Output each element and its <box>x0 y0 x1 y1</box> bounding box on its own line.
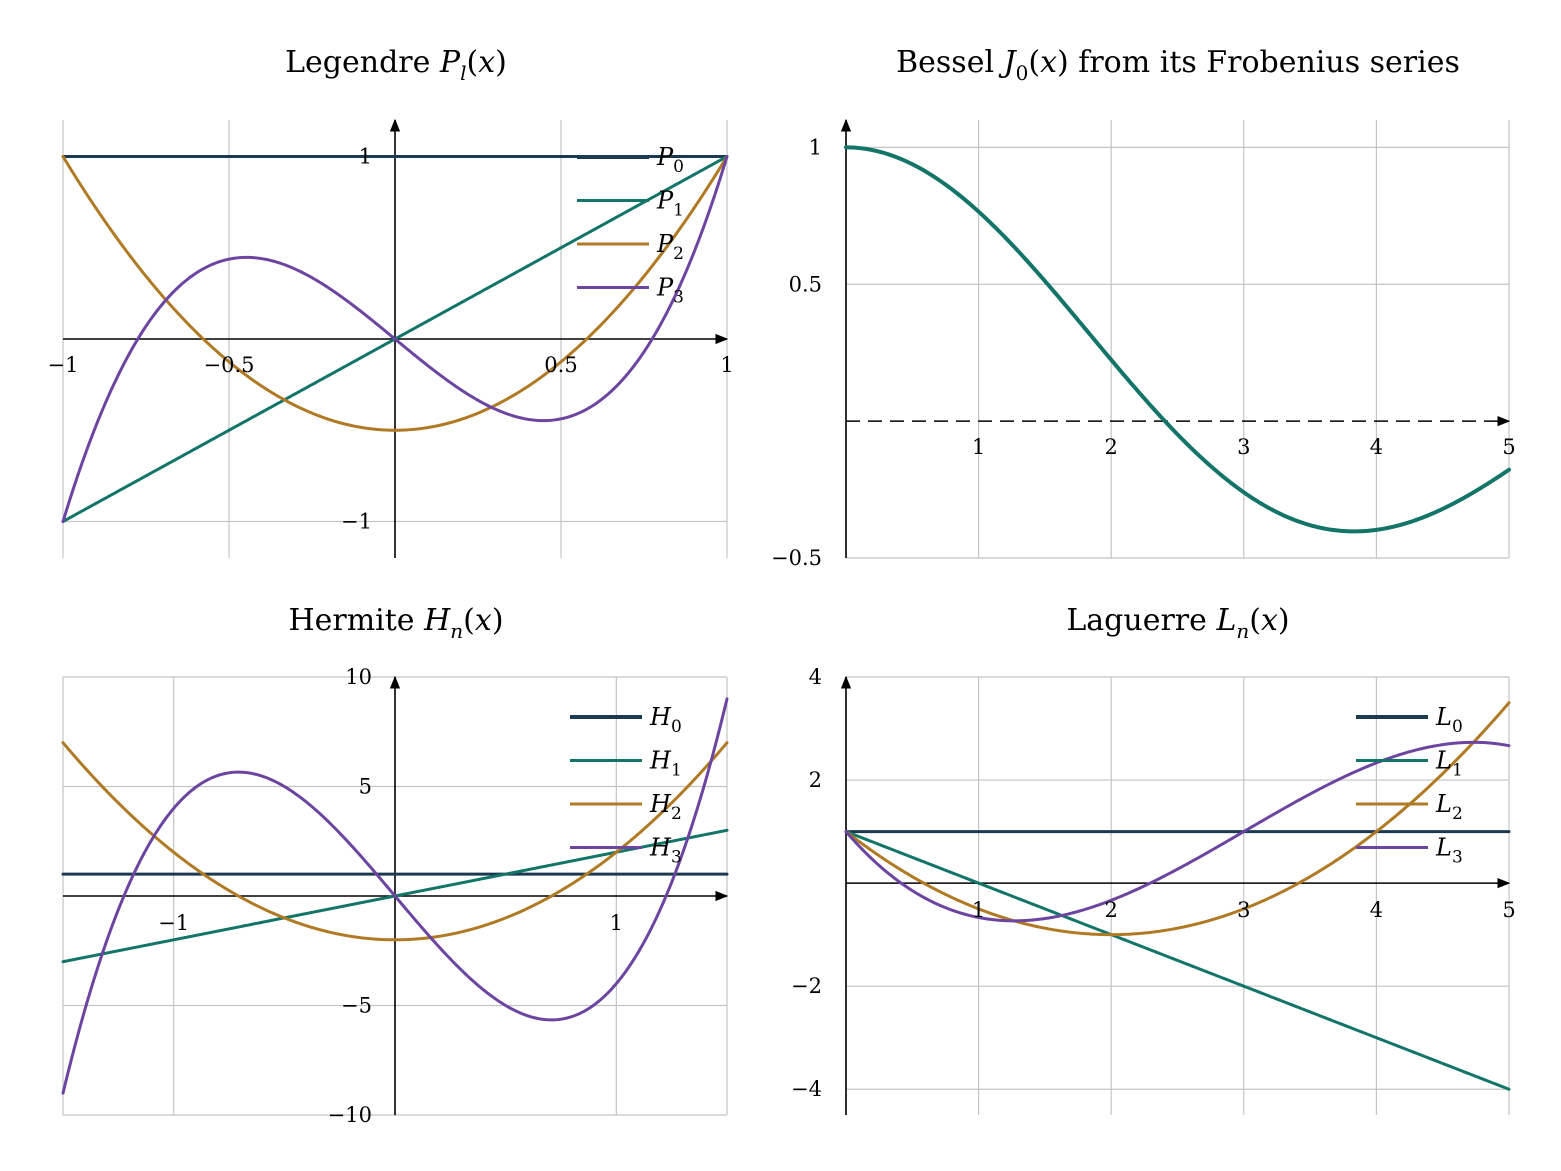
legendre-legend-entry: P0 <box>577 143 684 177</box>
hermite-panel: Hermite Hn(x) −1 1 −10 −5 5 10 H0 H1 H2 H3 <box>61 603 729 1127</box>
laguerre-y-tick-label: 4 <box>809 665 822 689</box>
legendre-y-tick-label: 1 <box>359 145 372 169</box>
bessel-y-tick-label: 1 <box>809 135 822 159</box>
hermite-legend-label: H0 <box>649 703 682 737</box>
laguerre-title: Laguerre Ln(x) <box>1066 603 1289 643</box>
hermite-legend-label: H3 <box>649 834 682 868</box>
laguerre-panel: Laguerre Ln(x) 1 2 3 4 5 −4 −2 2 4 L0 L1 L2 L3 <box>791 603 1516 1115</box>
legendre-x-tick-label: −1 <box>48 353 79 377</box>
legendre-legend-entry: P1 <box>577 187 684 221</box>
hermite-legend-entry: H3 <box>570 834 682 868</box>
laguerre-legend-entry: L0 <box>1356 703 1463 737</box>
bessel-x-tick-label: 1 <box>972 435 985 459</box>
legendre-series-p3 <box>61 155 729 523</box>
legendre-legend-label: P0 <box>656 143 684 177</box>
legendre-legend-label: P3 <box>656 274 684 308</box>
hermite-x-tick-label: −1 <box>158 911 189 935</box>
legendre-x-tick-label: −0.5 <box>204 353 255 377</box>
laguerre-series-l2 <box>844 701 1511 937</box>
laguerre-x-tick-label: 5 <box>1502 898 1515 922</box>
legendre-x-tick-label: 1 <box>720 353 733 377</box>
hermite-x-tick-label: 1 <box>610 911 623 935</box>
bessel-title: Bessel J0(x) from its Frobenius series <box>896 45 1460 85</box>
laguerre-y-tick-label: 2 <box>809 768 822 792</box>
laguerre-legend-label: L1 <box>1435 747 1463 781</box>
laguerre-series-l1 <box>844 830 1511 1091</box>
laguerre-legend-entry: L1 <box>1356 747 1463 781</box>
bessel-series-curve-0 <box>844 145 1511 534</box>
laguerre-legend-label: L3 <box>1435 834 1463 868</box>
legendre-title: Legendre Pl(x) <box>285 45 507 85</box>
bessel-y-tick-label: 0.5 <box>789 272 822 296</box>
laguerre-x-tick-label: 4 <box>1370 898 1383 922</box>
hermite-y-tick-label: 10 <box>345 665 372 689</box>
hermite-y-tick-label: −10 <box>328 1103 372 1127</box>
legendre-x-tick-label: 0.5 <box>544 353 577 377</box>
legendre-legend-entry: P2 <box>577 230 684 264</box>
bessel-x-tick-label: 2 <box>1105 435 1118 459</box>
bessel-y-tick-label: −0.5 <box>771 546 822 570</box>
hermite-y-tick-label: 5 <box>359 775 372 799</box>
laguerre-legend-label: L2 <box>1435 790 1463 824</box>
laguerre-series-l3 <box>844 740 1511 923</box>
legendre-series-p2 <box>61 155 729 432</box>
laguerre-x-tick-label: 1 <box>972 898 985 922</box>
hermite-legend-entry: H1 <box>570 747 682 781</box>
laguerre-x-tick-label: 2 <box>1105 898 1118 922</box>
laguerre-y-tick-label: −2 <box>791 974 822 998</box>
laguerre-legend-label: L0 <box>1435 703 1463 737</box>
bessel-x-tick-label: 5 <box>1502 435 1515 459</box>
legendre-legend-entry: P3 <box>577 274 684 308</box>
bessel-x-tick-label: 4 <box>1370 435 1383 459</box>
hermite-series-h3 <box>61 697 729 1095</box>
legendre-y-tick-label: −1 <box>341 510 372 534</box>
hermite-legend-label: H2 <box>649 790 682 824</box>
laguerre-x-tick-label: 3 <box>1237 898 1250 922</box>
laguerre-y-tick-label: −4 <box>791 1077 822 1101</box>
legendre-legend-label: P1 <box>656 187 684 221</box>
laguerre-legend-entry: L3 <box>1356 834 1463 868</box>
hermite-legend-entry: H2 <box>570 790 682 824</box>
bessel-panel: Bessel J0(x) from its Frobenius series 1… <box>771 45 1516 570</box>
hermite-series-h2 <box>61 741 729 942</box>
hermite-title: Hermite Hn(x) <box>288 603 503 643</box>
legendre-panel: Legendre Pl(x) −1 −0.5 0.5 1 −1 1 P0 P1 P2 P3 <box>48 45 734 558</box>
hermite-legend-label: H1 <box>649 747 682 781</box>
hermite-legend-entry: H0 <box>570 703 682 737</box>
laguerre-legend-entry: L2 <box>1356 790 1463 824</box>
bessel-x-tick-label: 3 <box>1237 435 1250 459</box>
legendre-legend-label: P2 <box>656 230 684 264</box>
hermite-y-tick-label: −5 <box>341 994 372 1018</box>
